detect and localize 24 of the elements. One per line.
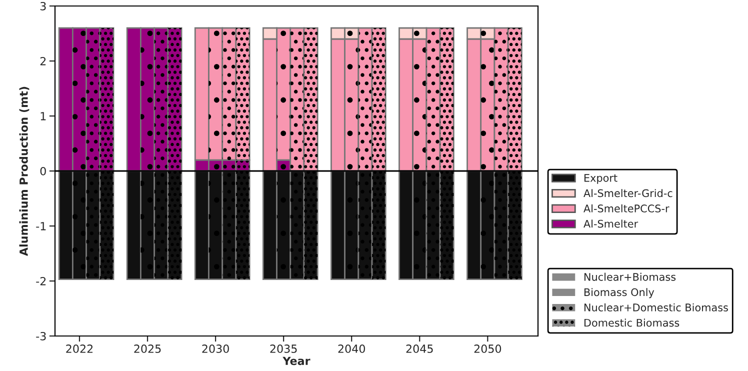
x-tick-label: 2035 (270, 344, 297, 353)
text: Biomass Only (584, 288, 654, 298)
x-axis-title: Year (282, 356, 310, 366)
x-tick-label: 2050 (474, 344, 502, 353)
y-tick-label: -1 (36, 222, 46, 230)
x-tick-label: 2040 (338, 344, 366, 353)
legend-label: Al-SmeltePCCS-r (584, 204, 670, 212)
x-tick-label: 2022 (66, 344, 93, 353)
x-tick-label: 2045 (406, 344, 433, 353)
y-tick-label: 2 (40, 56, 46, 66)
y-tick-label: 3 (40, 2, 46, 10)
y-tick-label: 1 (40, 112, 46, 120)
x-tick-label: 2025 (134, 344, 161, 353)
x-tick-label: 2030 (202, 344, 229, 353)
legend-label: Al-Smelter-Grid-c (584, 189, 672, 198)
text: Nuclear+Domestic Biomass (584, 303, 728, 312)
legend-label: Export (584, 174, 618, 184)
legend-label: Al-Smelter (584, 220, 638, 228)
text: Nuclear+Biomass (584, 272, 676, 281)
text: Domestic Biomass (584, 318, 680, 327)
y-axis-title: Aluminium Production (mt) (19, 86, 30, 256)
y-tick-label: -2 (36, 276, 46, 286)
y-tick-label: -3 (36, 332, 46, 340)
y-tick-label: 0 (40, 166, 46, 176)
